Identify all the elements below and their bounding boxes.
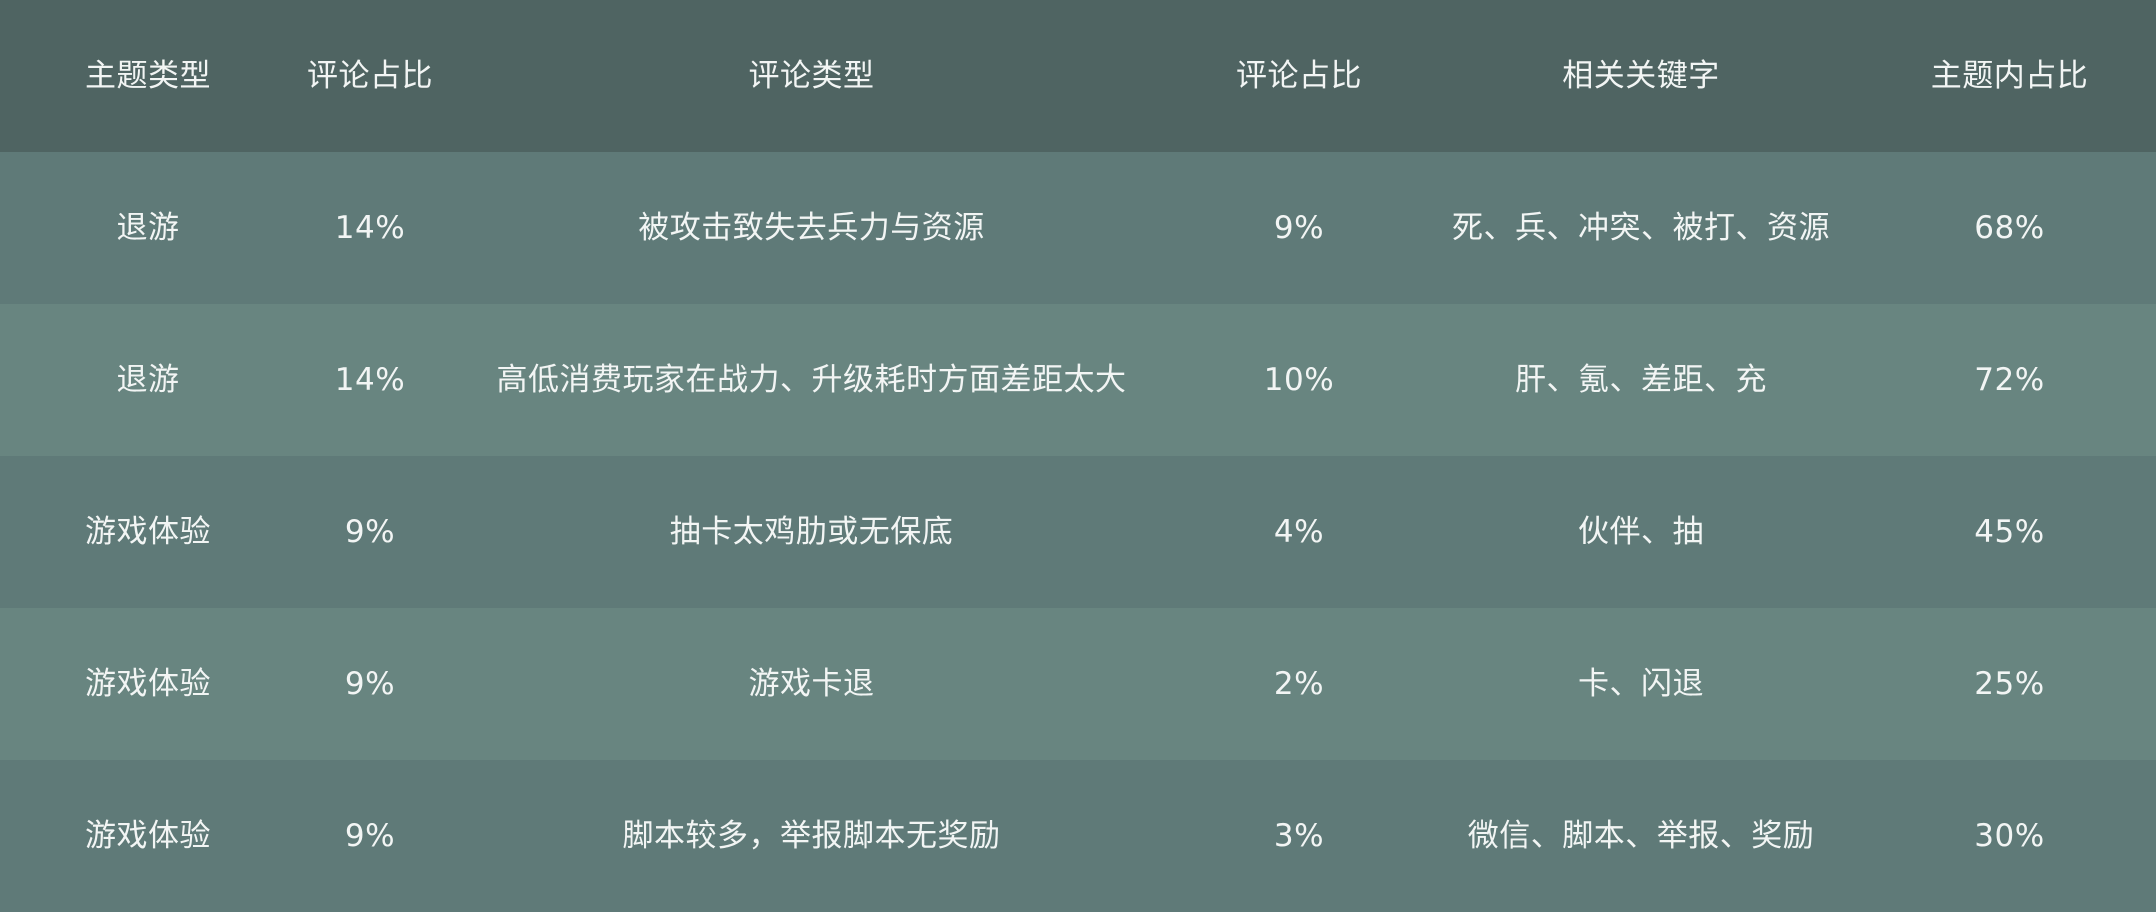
cell-comment-type: 高低消费玩家在战力、升级耗时方面差距太大 bbox=[496, 361, 1127, 398]
cell-comment-ratio: 9% bbox=[344, 513, 396, 550]
cell-topic-type: 退游 bbox=[116, 209, 180, 246]
header-comment-ratio: 评论占比 bbox=[307, 57, 433, 94]
cell-keywords: 死、兵、冲突、被打、资源 bbox=[1452, 209, 1830, 246]
table-row: 游戏体验 9% 游戏卡退 2% 卡、闪退 25% bbox=[0, 608, 2156, 760]
header-keywords: 相关关键字 bbox=[1562, 57, 1720, 94]
cell-comment-ratio: 14% bbox=[334, 209, 406, 246]
cell-keywords: 伙伴、抽 bbox=[1578, 513, 1704, 550]
cell-comment-ratio: 9% bbox=[344, 817, 396, 854]
header-in-topic-ratio: 主题内占比 bbox=[1930, 57, 2089, 94]
cell-in-topic-ratio: 72% bbox=[1974, 361, 2045, 398]
header-topic-type: 主题类型 bbox=[85, 57, 211, 94]
cell-comment-ratio-2: 2% bbox=[1273, 665, 1325, 702]
table-row: 游戏体验 9% 抽卡太鸡肋或无保底 4% 伙伴、抽 45% bbox=[0, 456, 2156, 608]
cell-comment-type: 脚本较多，举报脚本无奖励 bbox=[622, 817, 1001, 854]
cell-keywords: 微信、脚本、举报、奖励 bbox=[1467, 817, 1815, 854]
cell-keywords: 肝、氪、差距、充 bbox=[1515, 361, 1767, 398]
cell-keywords: 卡、闪退 bbox=[1578, 665, 1704, 702]
cell-in-topic-ratio: 30% bbox=[1974, 817, 2045, 854]
cell-topic-type: 退游 bbox=[116, 361, 180, 398]
cell-comment-ratio: 9% bbox=[344, 665, 396, 702]
cell-in-topic-ratio: 68% bbox=[1974, 209, 2045, 246]
cell-comment-ratio-2: 4% bbox=[1273, 513, 1325, 550]
cell-in-topic-ratio: 45% bbox=[1974, 513, 2045, 550]
table-row: 退游 14% 高低消费玩家在战力、升级耗时方面差距太大 10% 肝、氪、差距、充… bbox=[0, 304, 2156, 456]
cell-comment-type: 抽卡太鸡肋或无保底 bbox=[669, 513, 954, 550]
cell-topic-type: 游戏体验 bbox=[85, 665, 211, 702]
cell-topic-type: 游戏体验 bbox=[85, 513, 211, 550]
cell-comment-ratio-2: 3% bbox=[1273, 817, 1325, 854]
table-row: 游戏体验 9% 脚本较多，举报脚本无奖励 3% 微信、脚本、举报、奖励 30% bbox=[0, 760, 2156, 912]
table-row: 退游 14% 被攻击致失去兵力与资源 9% 死、兵、冲突、被打、资源 68% bbox=[0, 152, 2156, 304]
cell-comment-type: 游戏卡退 bbox=[748, 665, 875, 702]
header-comment-type: 评论类型 bbox=[748, 57, 875, 94]
cell-comment-ratio-2: 9% bbox=[1273, 209, 1325, 246]
table-header-row: 主题类型 评论占比 评论类型 评论占比 相关关键字 主题内占比 bbox=[0, 0, 2156, 152]
header-comment-ratio-2: 评论占比 bbox=[1236, 57, 1362, 94]
cell-comment-type: 被攻击致失去兵力与资源 bbox=[638, 209, 985, 246]
cell-topic-type: 游戏体验 bbox=[85, 817, 211, 854]
cell-comment-ratio: 14% bbox=[334, 361, 406, 398]
cell-comment-ratio-2: 10% bbox=[1263, 361, 1335, 398]
cell-in-topic-ratio: 25% bbox=[1974, 665, 2045, 702]
